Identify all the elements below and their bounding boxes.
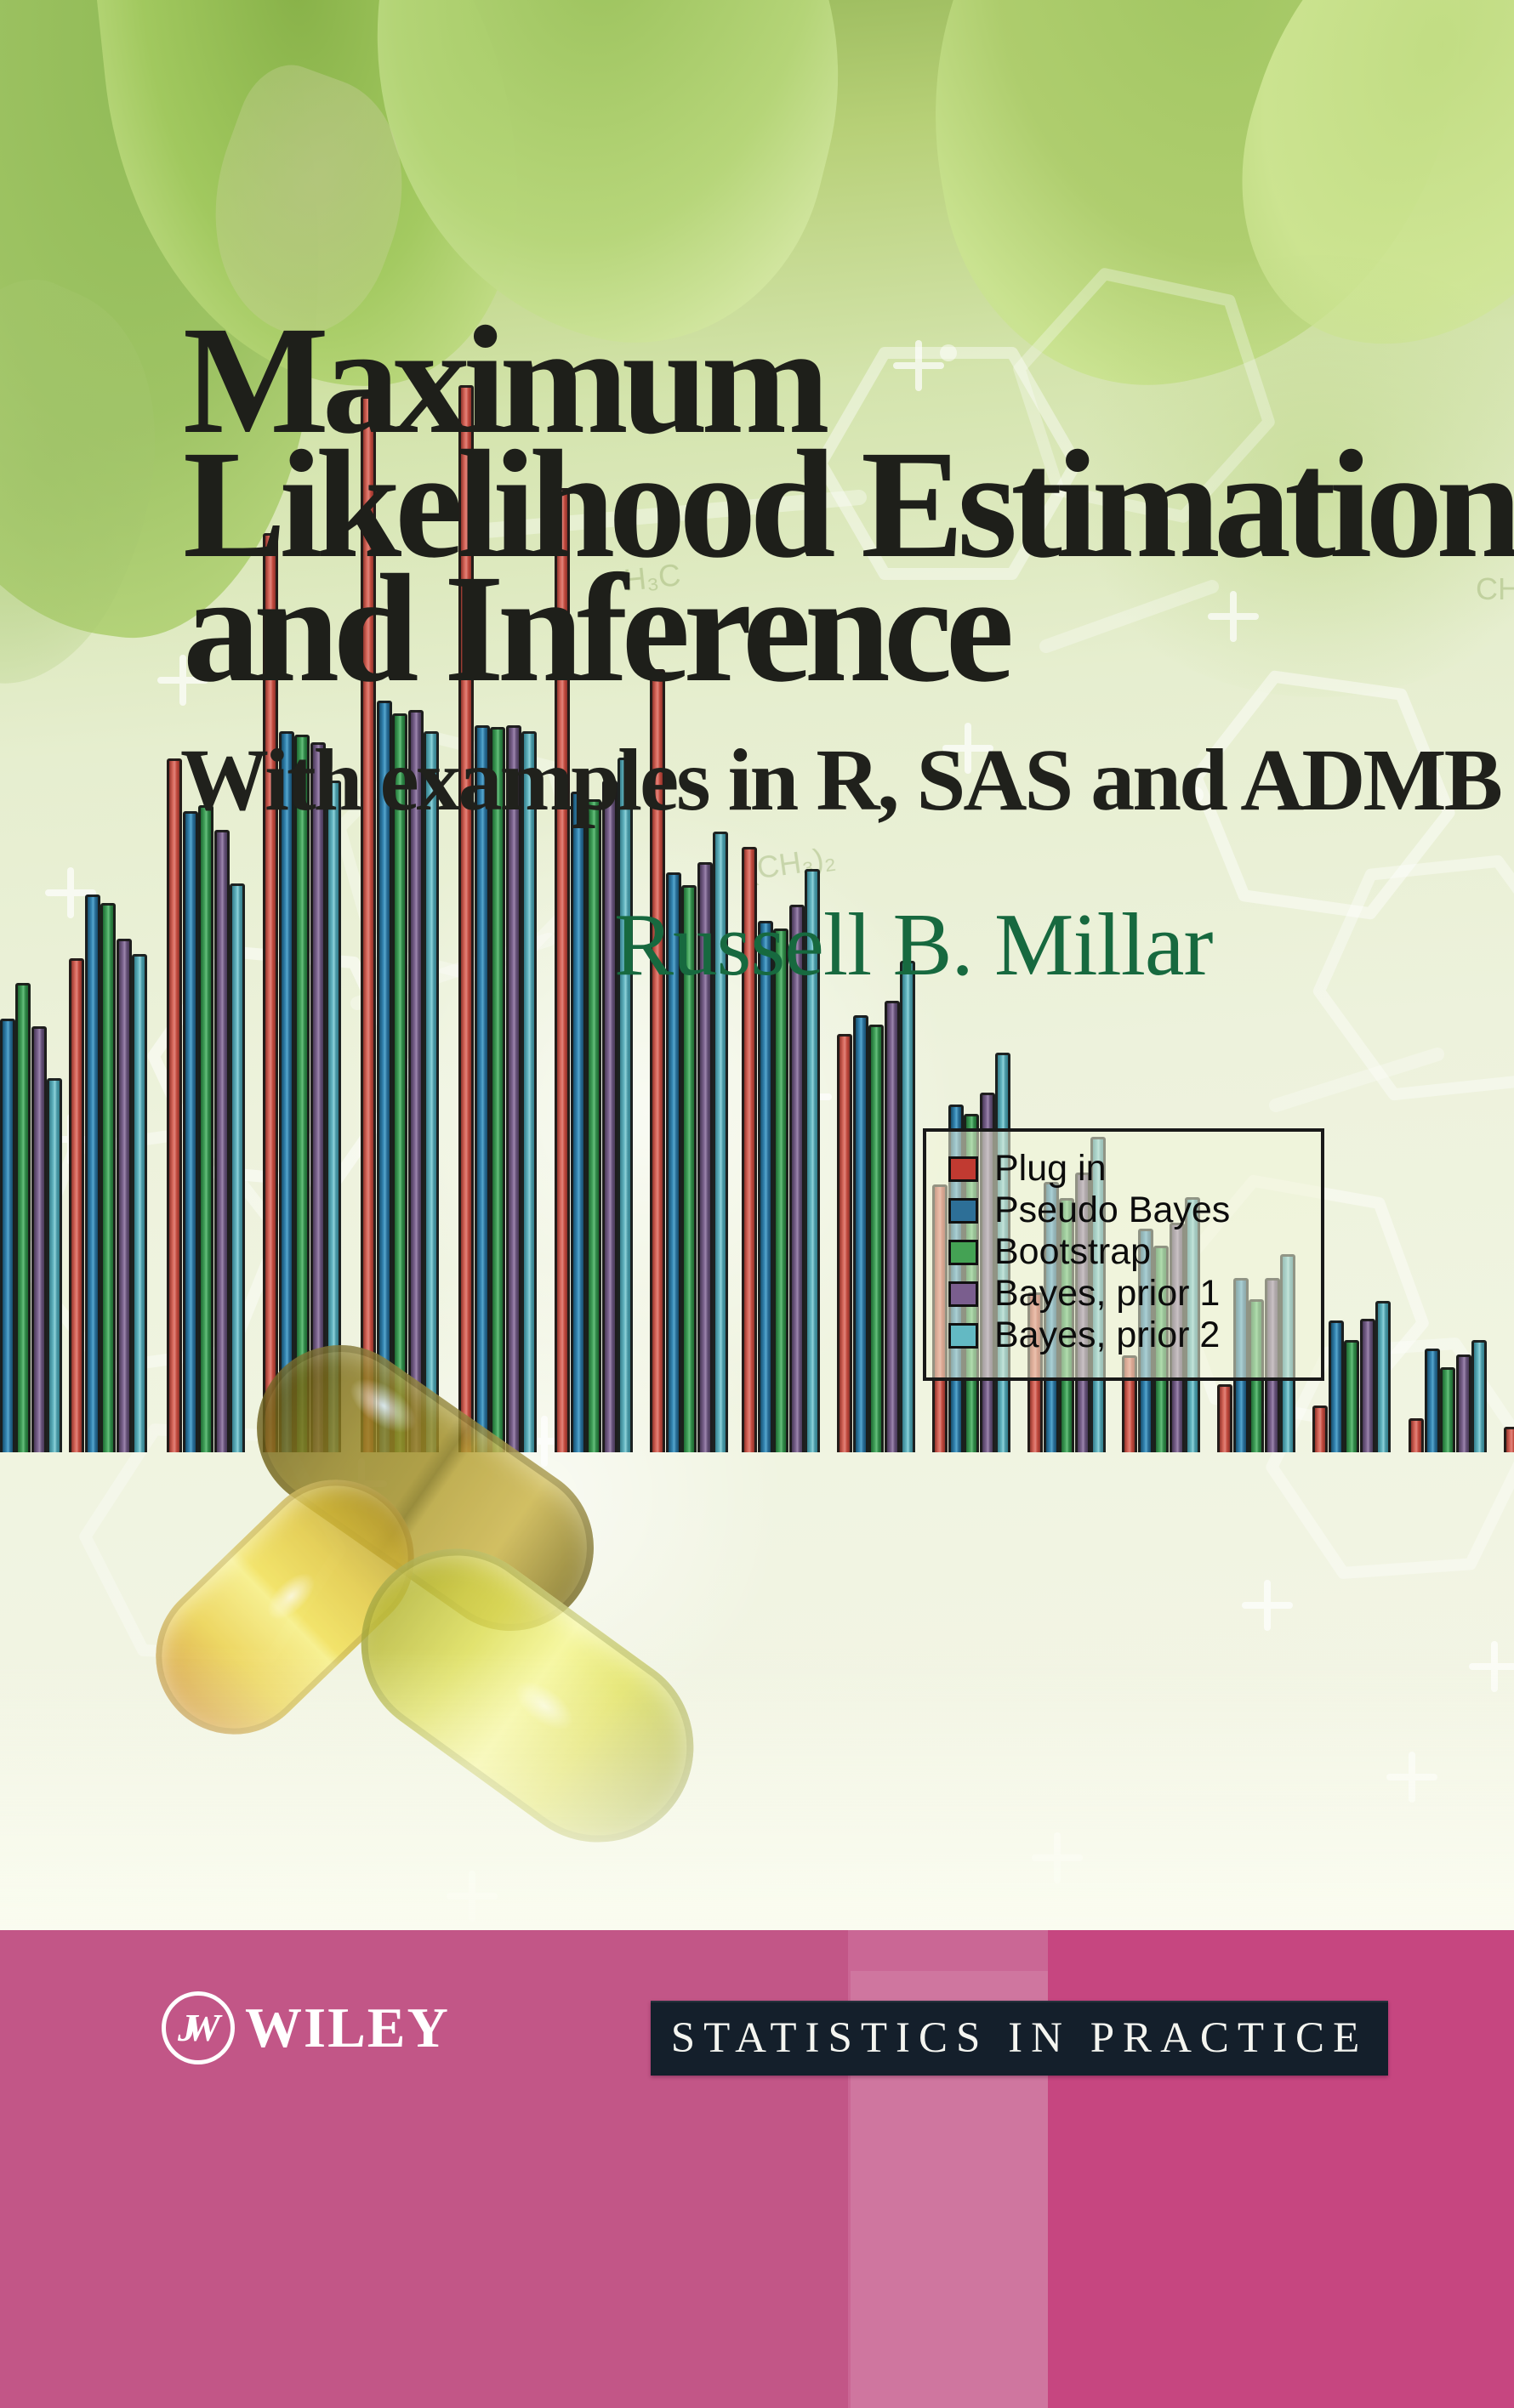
bar (506, 725, 521, 1452)
bar (263, 533, 278, 1452)
series-banner: STATISTICS IN PRACTICE (651, 2001, 1388, 2076)
legend-row: Bayes, prior 1 (948, 1273, 1321, 1315)
chart-legend: Plug in Pseudo Bayes Bootstrap Bayes, prior… (923, 1128, 1324, 1381)
bar (1217, 1384, 1232, 1452)
bar (1344, 1340, 1359, 1452)
bar (0, 1019, 15, 1452)
title-line-2: Likelihood Estimation (183, 419, 1514, 590)
bar (1360, 1319, 1375, 1452)
bar (789, 905, 805, 1452)
wiley-logo: JW WILEY (162, 1991, 450, 2064)
bar (361, 396, 376, 1452)
bar (602, 781, 618, 1452)
bar (571, 792, 586, 1452)
bar (69, 958, 84, 1452)
footer-band: JW WILEY STATISTICS IN PRACTICE (0, 1930, 1514, 2408)
title-line-1: Maximum (183, 295, 830, 466)
bar (1471, 1340, 1487, 1452)
bar (198, 805, 213, 1452)
bar (458, 385, 474, 1452)
bar (681, 885, 697, 1452)
bar (666, 872, 681, 1452)
bar (475, 725, 490, 1452)
bar (326, 781, 341, 1452)
bar (100, 903, 116, 1452)
bar (392, 713, 407, 1452)
bar (310, 742, 326, 1452)
bar (618, 758, 633, 1452)
bar (47, 1078, 62, 1452)
book-title: Maximum Likelihood Estimation and Infere… (183, 295, 1514, 714)
title-line-3: and Inference (183, 543, 1014, 714)
bar (713, 832, 728, 1452)
bar (183, 811, 198, 1452)
bar (85, 894, 100, 1452)
bar (167, 758, 182, 1452)
book-author: Russell B. Millar (614, 894, 1213, 994)
legend-label: Pseudo Bayes (994, 1190, 1231, 1230)
legend-label: Bootstrap (994, 1231, 1152, 1272)
bar (279, 731, 294, 1452)
bar (650, 669, 665, 1452)
wiley-monogram-icon: JW (162, 1991, 235, 2064)
legend-row: Plug in (948, 1148, 1321, 1190)
bar (805, 869, 820, 1452)
legend-swatch-icon (948, 1197, 978, 1224)
bar (853, 1015, 868, 1452)
legend-row: Bayes, prior 2 (948, 1315, 1321, 1356)
legend-swatch-icon (948, 1156, 978, 1182)
bar (424, 731, 439, 1452)
wiley-wordmark: WILEY (245, 1996, 450, 2059)
bar (408, 710, 424, 1452)
bar (1375, 1301, 1391, 1452)
bar (214, 830, 230, 1452)
bar (132, 954, 147, 1452)
legend-label: Plug in (994, 1148, 1107, 1189)
bar (31, 1026, 47, 1452)
legend-row: Bootstrap (948, 1231, 1321, 1273)
bar (1456, 1354, 1471, 1452)
series-banner-text: STATISTICS IN PRACTICE (670, 2014, 1369, 2062)
bar (742, 847, 757, 1452)
legend-swatch-icon (948, 1239, 978, 1265)
bar (15, 983, 31, 1452)
bar (1440, 1367, 1455, 1452)
book-subtitle: With examples in R, SAS and ADMB (180, 731, 1503, 829)
bar (1425, 1349, 1440, 1452)
bar (773, 929, 788, 1452)
bar (1409, 1418, 1424, 1452)
bar (521, 731, 537, 1452)
legend-swatch-icon (948, 1322, 978, 1349)
legend-swatch-icon (948, 1281, 978, 1307)
bar (900, 961, 915, 1452)
bar (555, 488, 570, 1452)
legend-row: Pseudo Bayes (948, 1190, 1321, 1231)
bar (697, 862, 713, 1452)
legend-label: Bayes, prior 2 (994, 1315, 1221, 1355)
wiley-monogram-letters: JW (178, 2006, 220, 2049)
bar (294, 735, 310, 1452)
bar (586, 799, 601, 1452)
bar (230, 883, 245, 1452)
bar (1329, 1320, 1344, 1452)
bar (1504, 1427, 1514, 1452)
bar (868, 1025, 884, 1452)
bar (885, 1001, 900, 1452)
bar (1312, 1406, 1328, 1452)
bar (490, 727, 505, 1452)
bar-chart (0, 385, 1514, 1452)
bar (837, 1034, 852, 1452)
legend-label: Bayes, prior 1 (994, 1273, 1221, 1314)
bar (758, 921, 773, 1452)
bar (377, 701, 392, 1452)
bar (117, 939, 132, 1452)
